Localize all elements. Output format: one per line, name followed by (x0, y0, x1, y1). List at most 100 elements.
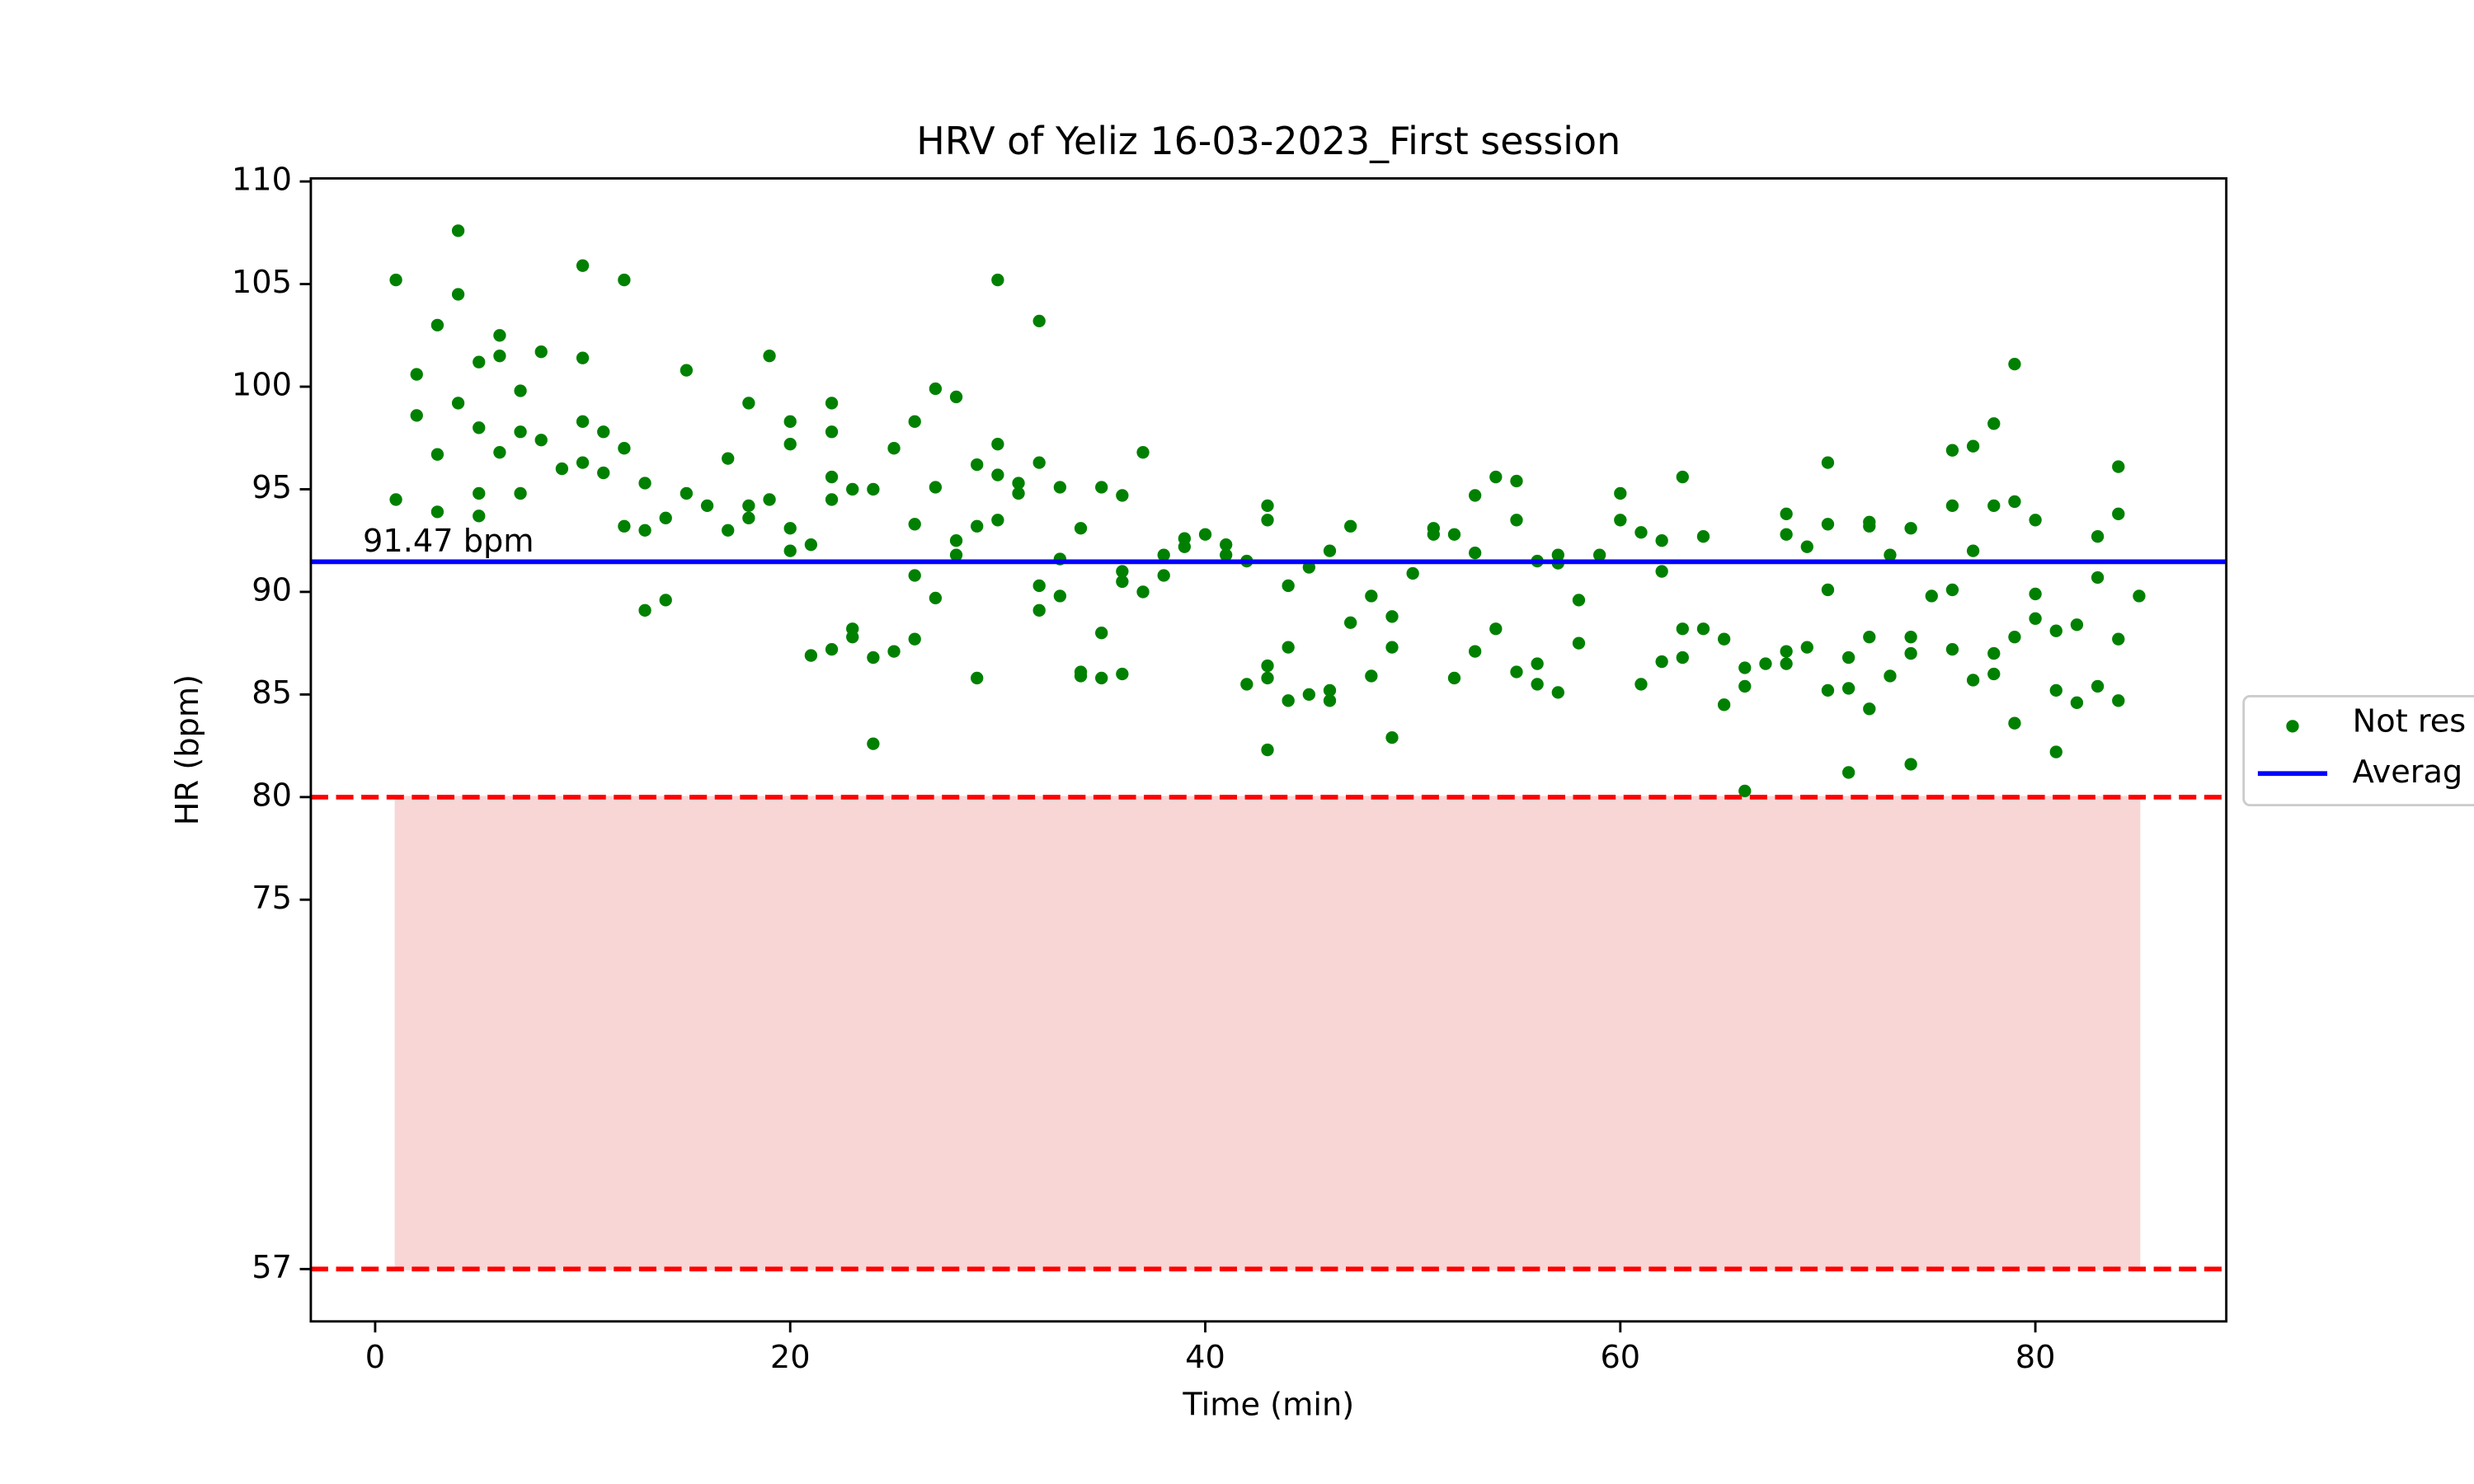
data-point (1469, 489, 1482, 502)
data-point (473, 355, 486, 369)
data-point (1780, 507, 1793, 520)
data-point (1738, 661, 1752, 674)
data-point (949, 534, 963, 547)
data-point (2029, 587, 2042, 601)
data-point (971, 458, 984, 472)
data-point (473, 510, 486, 523)
data-point (1406, 566, 1419, 580)
data-point (430, 318, 444, 332)
data-point (1592, 548, 1606, 561)
data-point (2008, 357, 2021, 371)
data-point (1634, 526, 1648, 539)
data-point (1904, 758, 1917, 771)
data-point (1282, 579, 1295, 593)
data-point (949, 548, 963, 561)
data-point (1178, 540, 1192, 553)
data-point (971, 671, 984, 685)
data-point (514, 384, 527, 397)
data-point (1510, 665, 1523, 679)
data-point (867, 482, 880, 496)
data-point (1676, 470, 1689, 484)
data-point (2029, 514, 2042, 527)
y-tick-label: 105 (232, 264, 292, 301)
data-point (1053, 481, 1067, 494)
data-point (2133, 589, 2146, 603)
chart-title: HRV of Yeliz 16-03-2023_First session (916, 119, 1620, 163)
data-point (1136, 446, 1150, 459)
data-point (1053, 589, 1067, 603)
y-tick-label: 90 (252, 571, 292, 608)
data-point (991, 514, 1004, 527)
data-point (1157, 548, 1170, 561)
data-point (2091, 571, 2105, 585)
data-point (1780, 657, 1793, 670)
data-point (2091, 679, 2105, 693)
data-point (2049, 683, 2062, 697)
data-point (2008, 631, 2021, 644)
x-tick-label: 40 (1185, 1339, 1225, 1376)
y-tick-label: 95 (252, 469, 292, 506)
data-point (742, 511, 755, 524)
data-point (2112, 694, 2125, 707)
data-point (638, 477, 651, 490)
data-point (804, 649, 818, 662)
data-point (991, 468, 1004, 481)
data-point (1925, 589, 1938, 603)
data-point (410, 368, 423, 381)
data-point (1551, 686, 1564, 699)
data-point (1821, 683, 1835, 697)
data-point (722, 524, 735, 537)
data-point (783, 415, 797, 428)
data-point (1966, 544, 1980, 557)
data-point (1655, 565, 1668, 578)
data-point (908, 632, 921, 646)
data-point (1676, 622, 1689, 636)
data-point (451, 224, 465, 237)
data-point (908, 415, 921, 428)
data-point (638, 524, 651, 537)
data-point (929, 481, 943, 494)
data-point (1344, 519, 1357, 533)
data-point (929, 382, 943, 396)
data-point (1884, 548, 1897, 561)
x-axis-label: Time (min) (1182, 1387, 1354, 1424)
data-point (1717, 698, 1731, 711)
data-point (1032, 314, 1046, 328)
data-point (1032, 579, 1046, 593)
data-point (1780, 645, 1793, 658)
data-point (991, 438, 1004, 451)
data-point (825, 397, 839, 410)
data-point (722, 452, 735, 465)
data-point (597, 425, 610, 439)
data-point (867, 650, 880, 665)
data-point (804, 538, 818, 552)
data-point (1696, 622, 1710, 636)
data-point (1841, 766, 1856, 779)
data-point (2091, 530, 2105, 543)
data-point (659, 511, 672, 524)
data-point (1447, 528, 1461, 541)
data-point (2112, 632, 2125, 646)
data-point (534, 345, 548, 359)
data-point (1987, 646, 2001, 660)
data-point (825, 425, 839, 439)
data-point (1676, 650, 1689, 665)
data-point (1032, 456, 1046, 469)
data-point (1489, 622, 1503, 636)
data-point (1841, 682, 1856, 695)
data-point (1904, 522, 1917, 535)
y-tick-label: 100 (232, 367, 292, 404)
data-point (763, 350, 776, 363)
data-point (825, 493, 839, 506)
data-point (659, 594, 672, 607)
data-point (742, 397, 755, 410)
data-point (1717, 632, 1731, 646)
data-point (1821, 518, 1835, 531)
data-point (2029, 612, 2042, 625)
axes-frame (309, 176, 2228, 1323)
data-point (451, 397, 465, 410)
data-point (430, 505, 444, 519)
data-point (576, 351, 590, 364)
